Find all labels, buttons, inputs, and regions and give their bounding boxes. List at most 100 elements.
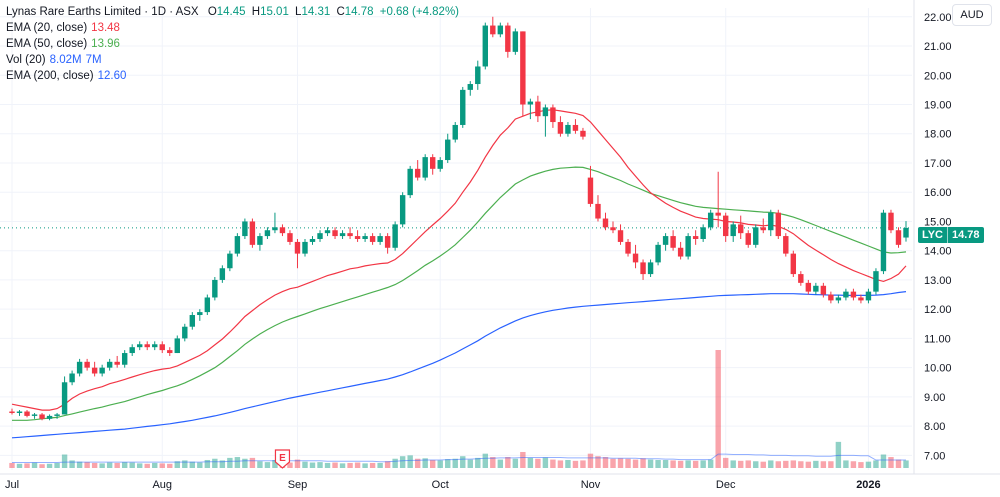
volume-bar [895, 459, 902, 468]
volume-bar [805, 461, 812, 468]
ohlc-row: Lynas Rare Earths Limited · 1D · ASX O14… [6, 4, 459, 20]
candle-body [9, 411, 15, 413]
volume-bar [505, 457, 511, 468]
candle-body [850, 291, 857, 298]
indicator-ema200[interactable]: EMA (200, close) 12.60 [6, 68, 459, 84]
candle-body [685, 236, 691, 257]
candle-body [121, 353, 128, 365]
volume-bar [617, 458, 624, 468]
candle-body [497, 25, 504, 35]
candle-body [212, 279, 218, 298]
chart-legend: Lynas Rare Earths Limited · 1D · ASX O14… [6, 4, 459, 84]
candle-body [362, 236, 368, 239]
indicator-ema20[interactable]: EMA (20, close) 13.48 [6, 20, 459, 36]
candle-body [692, 236, 699, 239]
candle-body [625, 241, 631, 254]
candle-body [490, 25, 496, 35]
candle-body [54, 414, 60, 416]
volume-bar [332, 462, 338, 468]
candle-body [272, 227, 278, 231]
candle-body [557, 122, 564, 134]
volume-bar [460, 456, 466, 468]
candle-body [257, 236, 263, 245]
candle-body [249, 221, 256, 245]
volume-bar [768, 460, 774, 468]
x-tick-label: Nov [581, 479, 601, 491]
candle-body [858, 297, 864, 301]
candle-body [347, 233, 353, 237]
candle-body [302, 241, 308, 254]
candle-body [174, 338, 180, 354]
indicator-volume[interactable]: Vol (20) 8.02M 7M [6, 52, 459, 68]
candle-body [798, 274, 804, 283]
candle-body [670, 236, 676, 248]
candle-body [159, 344, 165, 351]
candle-body [99, 367, 105, 374]
volume-bar [287, 462, 293, 468]
volume-bar [535, 458, 541, 468]
volume-bar [865, 461, 872, 468]
volume-bar [640, 458, 646, 468]
volume-bar [339, 463, 346, 468]
volume-bar [257, 461, 263, 468]
volume-bar [152, 462, 158, 468]
volume-bar [99, 463, 105, 468]
candle-body [264, 230, 271, 237]
ticker-symbol: LYC [918, 227, 948, 243]
currency-button[interactable]: AUD [952, 4, 992, 26]
volume-bar [475, 457, 481, 468]
candle-body [369, 236, 376, 242]
candle-body [414, 168, 421, 178]
volume-bar [69, 460, 75, 468]
volume-bar [39, 464, 45, 468]
candle-body [324, 230, 331, 234]
candle-body [565, 124, 571, 134]
candle-body [873, 271, 879, 292]
candle-body [745, 233, 751, 245]
volume-bar [820, 461, 827, 468]
volume-bar [602, 457, 609, 468]
candle-body [835, 297, 842, 301]
volume-bar [219, 460, 226, 468]
volume-bar [234, 457, 241, 468]
volume-bar [9, 462, 15, 468]
symbol-title: Lynas Rare Earths Limited · 1D · ASX [6, 6, 199, 18]
indicator-ema50[interactable]: EMA (50, close) 13.96 [6, 36, 459, 52]
volume-bar [775, 461, 781, 468]
volume-bar [595, 456, 601, 468]
y-tick-label: 22.00 [924, 12, 952, 24]
candle-body [234, 236, 241, 254]
candle-body [512, 31, 519, 52]
candle-body [24, 411, 30, 416]
candle-body [16, 411, 23, 413]
volume-bar [302, 461, 308, 468]
volume-bar [174, 461, 180, 468]
candle-body [505, 25, 511, 52]
y-tick-label: 8.00 [924, 421, 945, 433]
volume-label: Vol (20) [6, 54, 46, 66]
candle-body [880, 212, 887, 272]
y-tick-label: 21.00 [924, 41, 952, 53]
candle-body [219, 268, 226, 280]
candle-body [46, 415, 53, 419]
candle-body [790, 253, 797, 275]
y-tick-label: 20.00 [924, 70, 952, 82]
candle-body [813, 285, 819, 292]
volume-bar [212, 458, 218, 468]
volume-bar [249, 457, 256, 468]
volume-bar [677, 460, 684, 468]
volume-bar [167, 463, 173, 468]
volume-bar [738, 460, 744, 468]
volume-bar [813, 460, 819, 468]
candle-body [189, 315, 196, 327]
earnings-marker-label: E [279, 453, 286, 464]
volume-bar [587, 453, 594, 468]
volume-bar [189, 461, 196, 468]
x-tick-label: Jul [5, 479, 19, 491]
volume-bar [430, 459, 436, 468]
candle-body [129, 347, 135, 354]
x-tick-label: Dec [716, 479, 736, 491]
candle-body [152, 344, 158, 348]
candle-body [550, 107, 556, 123]
